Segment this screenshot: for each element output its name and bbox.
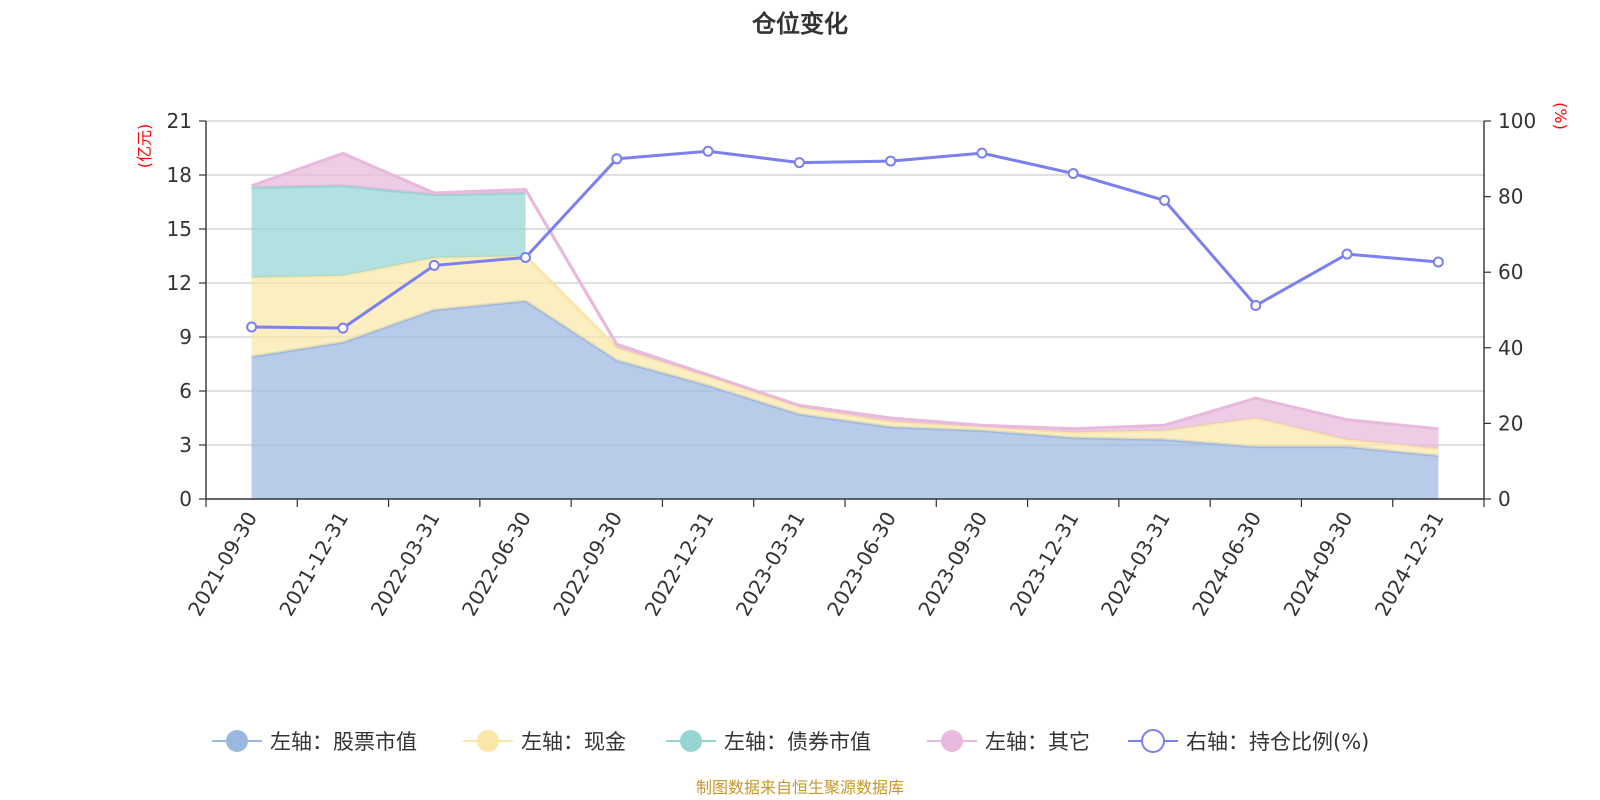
area-edge-左轴：其它 bbox=[251, 151, 1439, 431]
ratio-point bbox=[793, 157, 805, 169]
ratio-point bbox=[885, 155, 897, 167]
ratio-point bbox=[702, 145, 714, 157]
left-tick-label: 0 bbox=[179, 487, 192, 511]
legend-marker bbox=[680, 730, 702, 752]
left-tick-label: 18 bbox=[167, 163, 192, 187]
x-tick-label: 2023-03-31 bbox=[731, 508, 810, 621]
ratio-point bbox=[428, 259, 440, 271]
x-tick-label: 2022-03-31 bbox=[366, 508, 445, 621]
ratio-point bbox=[1432, 256, 1444, 268]
right-tick-label: 100 bbox=[1498, 109, 1536, 133]
x-tick-label: 2024-12-31 bbox=[1370, 508, 1449, 621]
ratio-point bbox=[520, 251, 531, 263]
right-tick-label: 0 bbox=[1498, 487, 1511, 511]
ratio-point bbox=[337, 322, 349, 334]
legend-label: 左轴：其它 bbox=[985, 730, 1090, 754]
legend-marker bbox=[1141, 729, 1165, 753]
x-tick-label: 2022-09-30 bbox=[548, 508, 627, 621]
x-tick-label: 2022-06-30 bbox=[457, 508, 536, 621]
x-tick-label: 2021-09-30 bbox=[183, 508, 262, 621]
legend-marker bbox=[226, 730, 248, 752]
legend-item[interactable]: 左轴：现金 bbox=[463, 730, 626, 754]
legend-marker bbox=[477, 730, 499, 752]
left-tick-label: 6 bbox=[179, 379, 192, 403]
left-tick-label: 12 bbox=[167, 271, 192, 295]
right-axis-unit: (%) bbox=[1551, 102, 1570, 130]
left-axis-unit: (亿元) bbox=[135, 124, 154, 169]
x-tick-label: 2023-12-31 bbox=[1005, 508, 1084, 621]
left-tick-label: 9 bbox=[179, 325, 192, 349]
x-tick-label: 2022-12-31 bbox=[639, 508, 718, 621]
x-tick-label: 2023-09-30 bbox=[913, 508, 992, 621]
ratio-point bbox=[1250, 299, 1262, 311]
area-左轴：债券市值 bbox=[251, 185, 526, 278]
ratio-point bbox=[976, 147, 988, 159]
x-tick-label: 2023-06-30 bbox=[822, 508, 901, 621]
legend-label: 右轴：持仓比例(%) bbox=[1186, 730, 1369, 754]
right-tick-label: 80 bbox=[1498, 185, 1523, 209]
x-tick-label: 2024-06-30 bbox=[1187, 508, 1266, 621]
ratio-point bbox=[1159, 194, 1170, 206]
x-tick-label: 2024-03-31 bbox=[1096, 508, 1175, 621]
legend-marker bbox=[941, 730, 963, 752]
right-tick-label: 60 bbox=[1498, 260, 1523, 284]
legend-item[interactable]: 左轴：股票市值 bbox=[212, 730, 417, 754]
legend-item[interactable]: 右轴：持仓比例(%) bbox=[1128, 729, 1369, 754]
ratio-point bbox=[1341, 248, 1353, 260]
legend-item[interactable]: 左轴：其它 bbox=[927, 730, 1090, 754]
legend-label: 左轴：股票市值 bbox=[270, 730, 417, 754]
right-tick-label: 20 bbox=[1498, 411, 1523, 435]
chart-title: 仓位变化 bbox=[751, 10, 848, 38]
legend-item[interactable]: 左轴：债券市值 bbox=[666, 730, 871, 754]
x-tick-label: 2021-12-31 bbox=[274, 508, 353, 621]
x-tick-label: 2024-09-30 bbox=[1278, 508, 1357, 621]
legend-label: 左轴：债券市值 bbox=[724, 730, 871, 754]
area-series bbox=[251, 151, 1439, 499]
area-左轴：股票市值 bbox=[251, 301, 1439, 499]
ratio-point bbox=[611, 153, 623, 165]
legend[interactable]: 左轴：股票市值 左轴：现金 左轴：债券市值 左轴：其它 右轴：持仓比例(%) bbox=[212, 729, 1369, 754]
left-tick-label: 3 bbox=[179, 433, 192, 457]
source-note: 制图数据来自恒生聚源数据库 bbox=[696, 778, 904, 797]
ratio-point bbox=[1067, 168, 1079, 180]
right-tick-label: 40 bbox=[1498, 336, 1523, 360]
ratio-line-series bbox=[246, 145, 1444, 334]
left-tick-label: 15 bbox=[167, 217, 192, 241]
area-左轴：现金 bbox=[251, 256, 1439, 456]
area-左轴：其它 bbox=[251, 153, 1439, 449]
left-tick-label: 21 bbox=[167, 109, 192, 133]
ratio-point bbox=[246, 321, 258, 333]
legend-label: 左轴：现金 bbox=[521, 730, 626, 754]
ratio-line bbox=[251, 149, 1439, 330]
